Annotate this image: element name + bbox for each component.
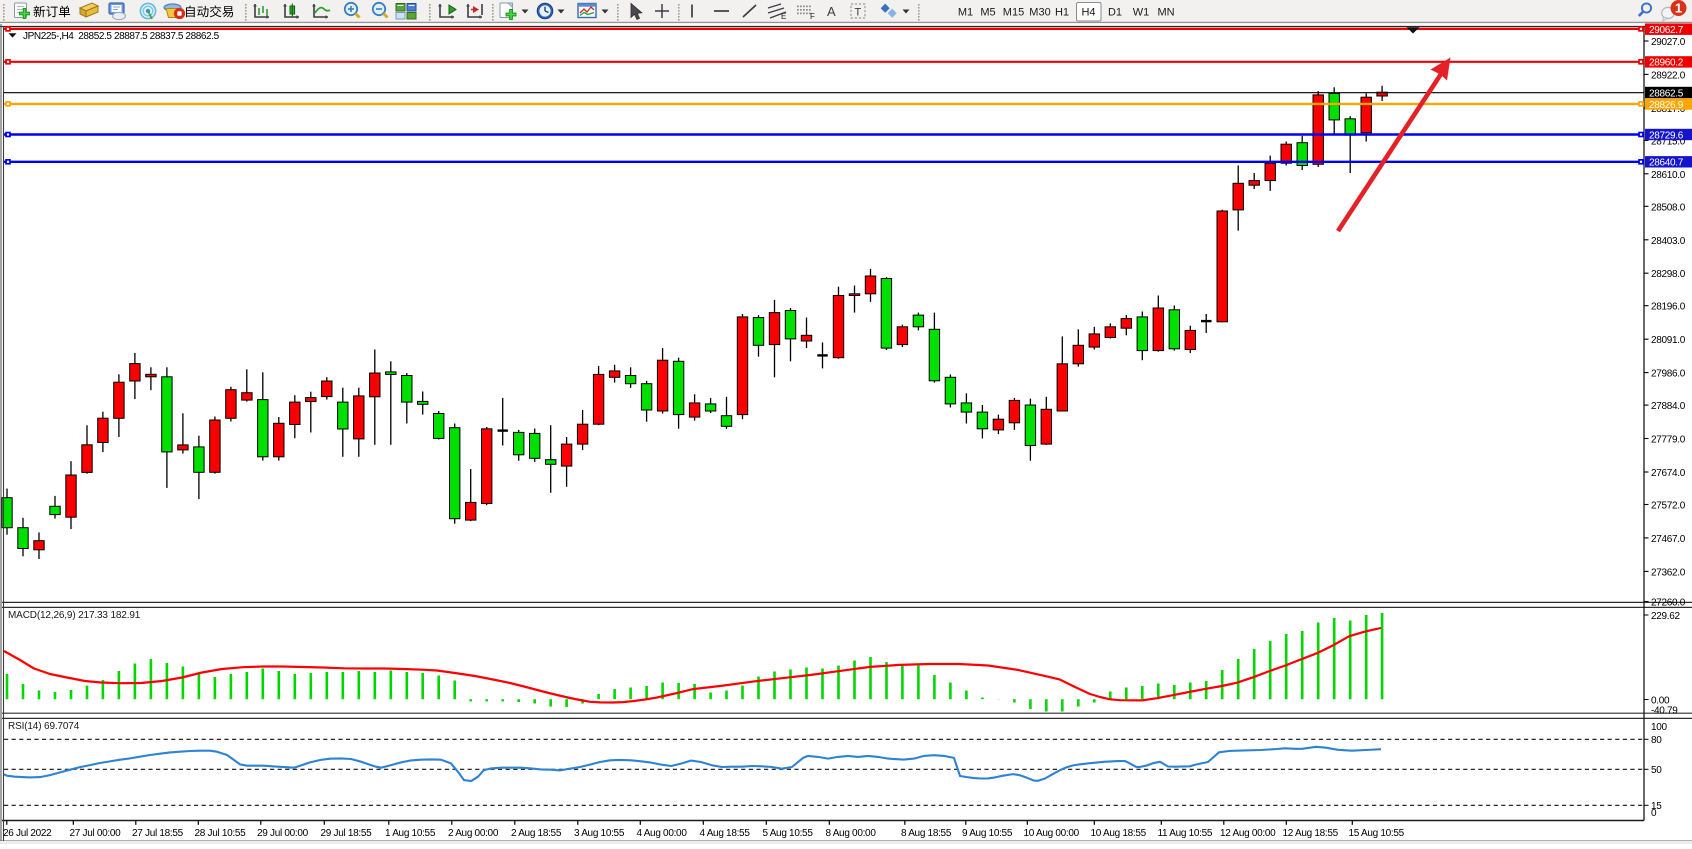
svg-text:28922.0: 28922.0 <box>1651 70 1686 81</box>
svg-text:9 Aug 10:55: 9 Aug 10:55 <box>962 828 1013 839</box>
svg-text:12 Aug 18:55: 12 Aug 18:55 <box>1283 828 1339 839</box>
svg-text:0: 0 <box>1651 808 1657 819</box>
svg-text:29 Jul 18:55: 29 Jul 18:55 <box>321 828 373 839</box>
svg-text:10 Aug 00:00: 10 Aug 00:00 <box>1024 828 1080 839</box>
svg-text:12 Aug 00:00: 12 Aug 00:00 <box>1220 828 1276 839</box>
svg-text:27260.0: 27260.0 <box>1651 598 1686 609</box>
svg-text:80: 80 <box>1651 735 1662 746</box>
svg-text:15: 15 <box>1651 801 1662 812</box>
svg-text:28091.0: 28091.0 <box>1651 335 1686 346</box>
svg-text:4 Aug 18:55: 4 Aug 18:55 <box>700 828 751 839</box>
svg-text:10 Aug 18:55: 10 Aug 18:55 <box>1091 828 1147 839</box>
svg-text:2 Aug 18:55: 2 Aug 18:55 <box>511 828 562 839</box>
svg-text:H1: H1 <box>1055 7 1069 19</box>
svg-text:28610.0: 28610.0 <box>1651 170 1686 181</box>
svg-text:-40.79: -40.79 <box>1651 706 1678 717</box>
svg-text:28196.0: 28196.0 <box>1651 302 1686 313</box>
svg-text:JPN225-,H4 28852.5 28887.5 28: JPN225-,H4 28852.5 28887.5 28837.5 28862… <box>23 31 220 42</box>
svg-text:RSI(14) 69.7074: RSI(14) 69.7074 <box>8 721 80 732</box>
svg-text:27 Jul 00:00: 27 Jul 00:00 <box>70 828 122 839</box>
svg-text:28960.2: 28960.2 <box>1649 58 1684 69</box>
svg-text:T: T <box>855 7 862 19</box>
svg-text:M1: M1 <box>958 7 973 19</box>
svg-text:15 Aug 10:55: 15 Aug 10:55 <box>1349 828 1405 839</box>
svg-text:28298.0: 28298.0 <box>1651 269 1686 280</box>
svg-text:M15: M15 <box>1003 7 1024 19</box>
svg-text:29027.0: 29027.0 <box>1651 37 1686 48</box>
svg-text:D1: D1 <box>1108 7 1122 19</box>
svg-text:27986.0: 27986.0 <box>1651 369 1686 380</box>
svg-text:5 Aug 10:55: 5 Aug 10:55 <box>763 828 814 839</box>
svg-text:50: 50 <box>1651 765 1662 776</box>
svg-text:W1: W1 <box>1133 7 1150 19</box>
svg-text:M5: M5 <box>980 7 995 19</box>
svg-text:11 Aug 10:55: 11 Aug 10:55 <box>1158 828 1213 839</box>
svg-text:27779.0: 27779.0 <box>1651 435 1686 446</box>
svg-text:F: F <box>810 12 815 21</box>
svg-text:H4: H4 <box>1081 7 1095 19</box>
svg-text:29 Jul 00:00: 29 Jul 00:00 <box>257 828 309 839</box>
svg-text:100: 100 <box>1651 722 1668 733</box>
svg-text:E: E <box>781 12 786 21</box>
svg-text:27467.0: 27467.0 <box>1651 534 1686 545</box>
svg-text:28862.5: 28862.5 <box>1649 88 1684 99</box>
svg-text:4 Aug 00:00: 4 Aug 00:00 <box>637 828 688 839</box>
svg-text:8 Aug 00:00: 8 Aug 00:00 <box>826 828 877 839</box>
svg-text:28729.6: 28729.6 <box>1649 130 1684 141</box>
svg-text:27362.0: 27362.0 <box>1651 567 1686 578</box>
svg-text:229.62: 229.62 <box>1651 611 1681 622</box>
svg-text:2 Aug 00:00: 2 Aug 00:00 <box>448 828 499 839</box>
svg-text:27674.0: 27674.0 <box>1651 468 1686 479</box>
svg-text:3 Aug 10:55: 3 Aug 10:55 <box>574 828 625 839</box>
svg-text:27 Jul 18:55: 27 Jul 18:55 <box>132 828 184 839</box>
svg-text:28640.7: 28640.7 <box>1649 158 1684 169</box>
svg-text:A: A <box>827 4 836 19</box>
svg-text:28715.0: 28715.0 <box>1651 136 1686 147</box>
svg-text:1: 1 <box>1675 1 1682 16</box>
svg-text:8 Aug 18:55: 8 Aug 18:55 <box>901 828 952 839</box>
svg-text:MACD(12,26,9) 217.33 182.91: MACD(12,26,9) 217.33 182.91 <box>8 610 141 621</box>
svg-text:29062.7: 29062.7 <box>1649 25 1684 36</box>
svg-text:28508.0: 28508.0 <box>1651 202 1686 213</box>
svg-text:28 Jul 10:55: 28 Jul 10:55 <box>195 828 247 839</box>
svg-text:M30: M30 <box>1029 7 1050 19</box>
svg-text:MN: MN <box>1157 7 1174 19</box>
svg-text:0.00: 0.00 <box>1651 696 1670 707</box>
svg-text:28826.9: 28826.9 <box>1649 100 1684 111</box>
svg-text:27572.0: 27572.0 <box>1651 501 1686 512</box>
svg-text:28403.0: 28403.0 <box>1651 236 1686 247</box>
svg-text:26 Jul 2022: 26 Jul 2022 <box>3 828 52 839</box>
svg-text:1 Aug 10:55: 1 Aug 10:55 <box>385 828 436 839</box>
svg-text:27884.0: 27884.0 <box>1651 401 1686 412</box>
